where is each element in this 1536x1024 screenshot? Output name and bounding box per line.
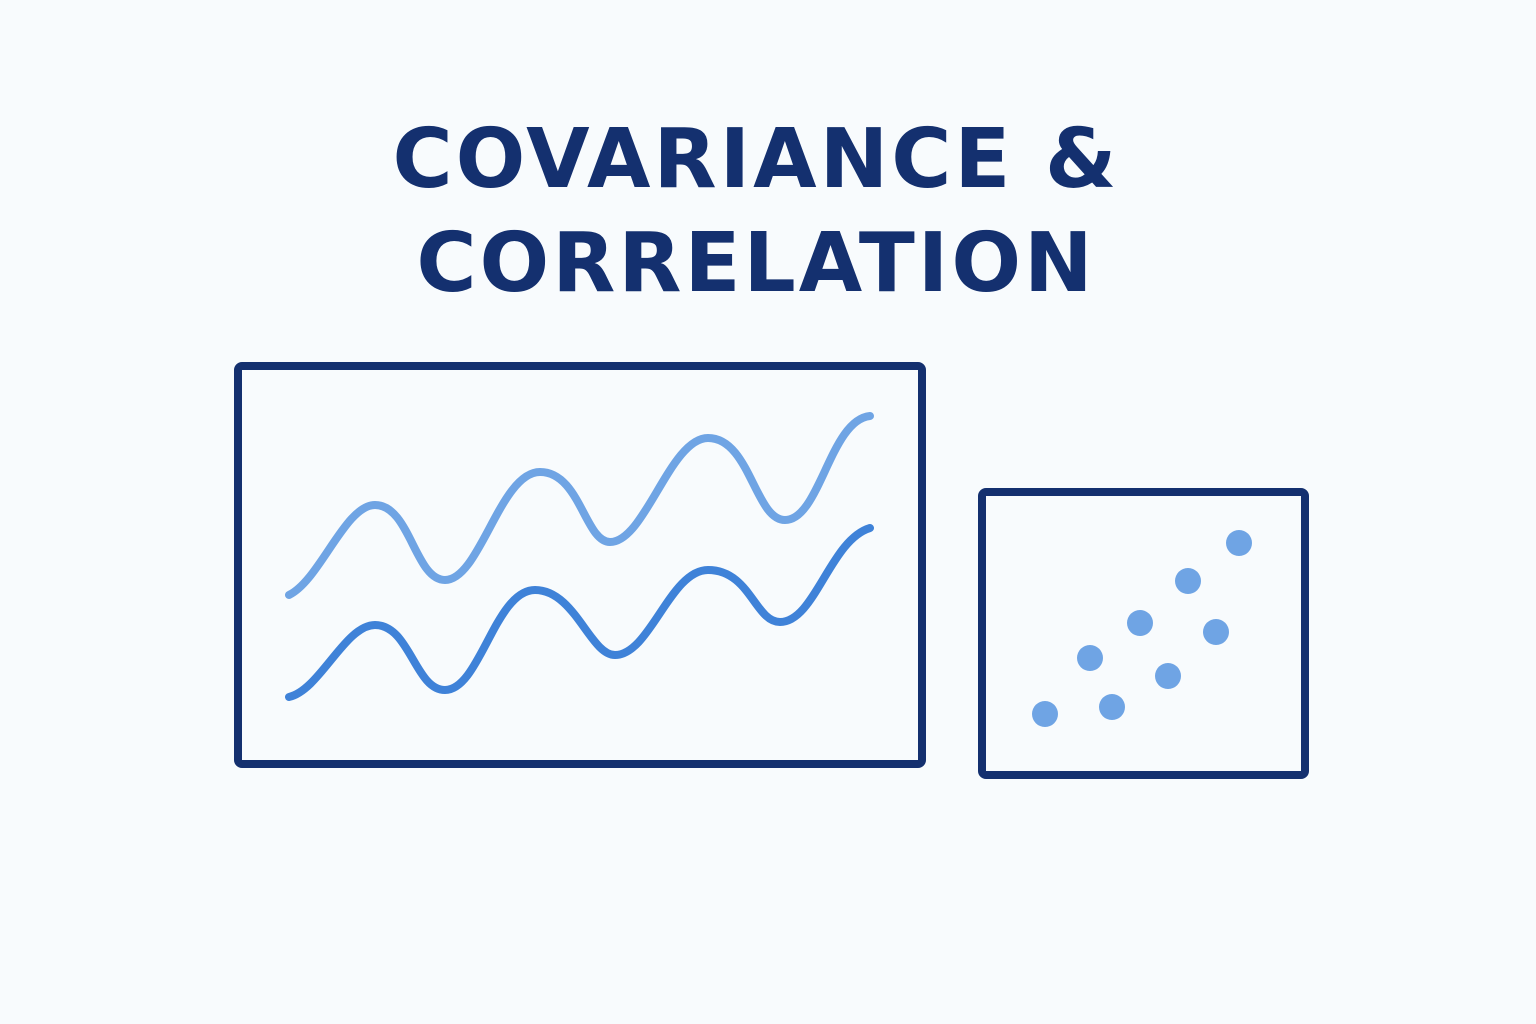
title-line-2: CORRELATION [416,216,1096,311]
scatter-dot [1226,530,1252,556]
scatter-dot [1203,619,1229,645]
two-wave-lines-icon [234,362,926,768]
page-title: COVARIANCE & CORRELATION [0,108,1512,316]
scatter-dot [1099,694,1125,720]
scatter-dot [1175,568,1201,594]
scatter-dot [1077,645,1103,671]
scatter-panel-frame [978,488,1309,779]
scatter-dot [1155,663,1181,689]
wave-panel-frame [234,362,926,768]
title-line-1: COVARIANCE & [392,112,1120,207]
lower-wave-line [285,524,874,701]
scatter-dot [1127,610,1153,636]
scatter-plot-icon [978,488,1309,779]
upper-wave-line [285,412,874,599]
scatter-dot [1032,701,1058,727]
